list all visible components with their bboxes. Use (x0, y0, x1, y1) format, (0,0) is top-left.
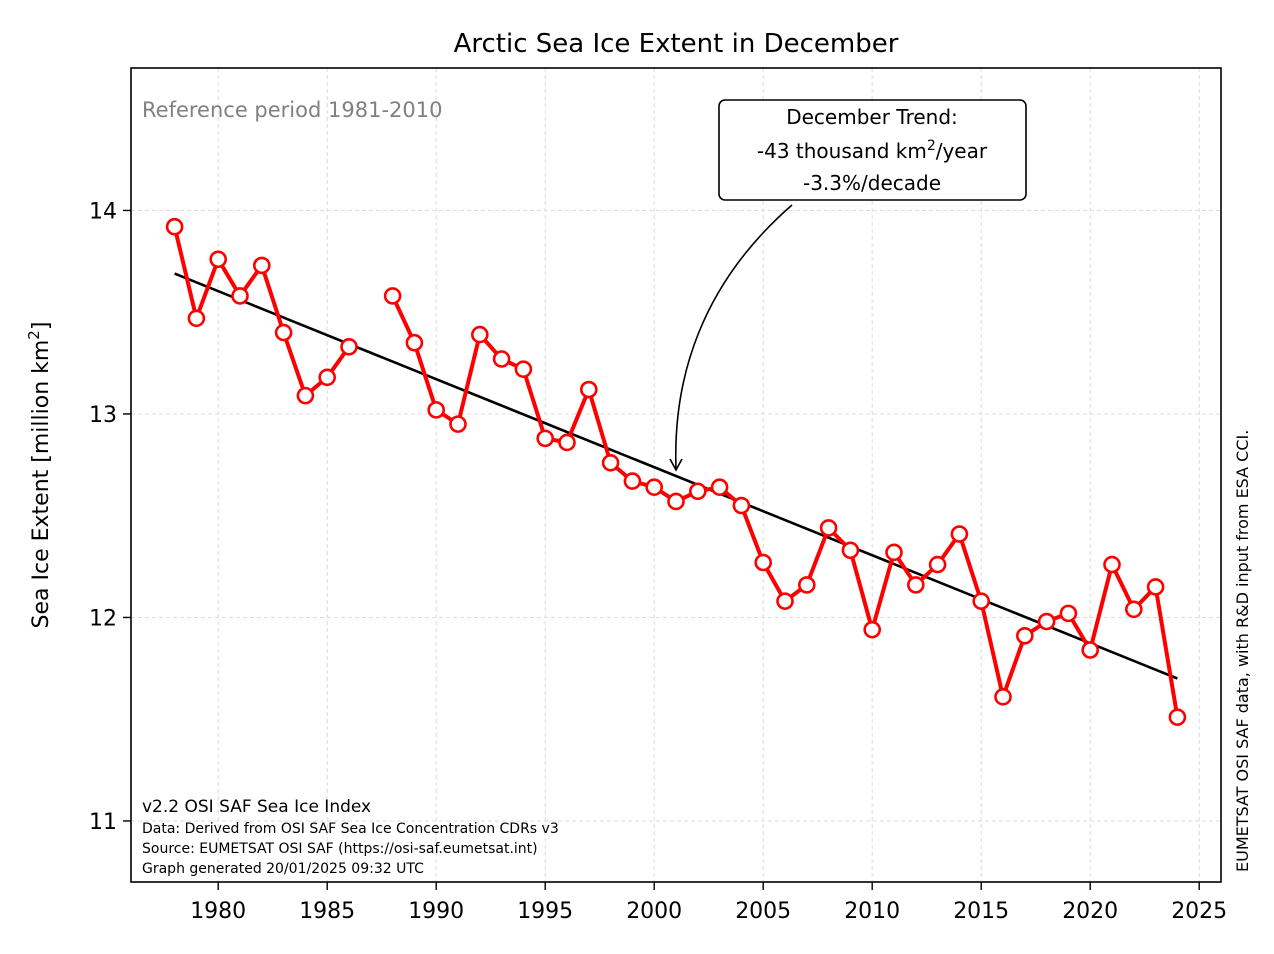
data-point (776, 592, 794, 610)
footer-line-3: Source: EUMETSAT OSI SAF (https://osi-sa… (142, 841, 538, 857)
data-point (252, 256, 271, 275)
y-axis-label-end: ] (29, 322, 54, 331)
y-axis-label: Sea Ice Extent [million km2] (25, 322, 54, 629)
x-axis-ticks: 1980 1985 1990 1995 2000 2005 2010 2015 2020 2025 (190, 882, 1227, 924)
data-point (209, 250, 227, 269)
footer-line-1: v2.2 OSI SAF Sea Ice Index (142, 797, 371, 817)
data-point (470, 325, 489, 344)
data-point (492, 350, 511, 368)
data-point (841, 541, 860, 560)
data-point (819, 519, 838, 537)
trend-line2-post: /year (936, 139, 988, 163)
data-point (623, 472, 642, 490)
data-point (383, 287, 402, 305)
data-point (1037, 612, 1056, 631)
side-note: EUMETSAT OSI SAF data, with R&D input fr… (1233, 430, 1252, 872)
x-tick-label: 2025 (1171, 899, 1227, 924)
x-tick-label: 2005 (735, 899, 791, 924)
data-point (928, 555, 947, 574)
data-point (187, 309, 206, 328)
y-tick-label: 12 (89, 606, 117, 631)
y-tick-label: 14 (89, 199, 117, 224)
data-point (1059, 604, 1078, 623)
x-tick-label: 1980 (190, 899, 246, 924)
data-point (797, 576, 816, 594)
x-tick-label: 2020 (1062, 899, 1118, 924)
data-point (710, 478, 729, 497)
data-point (340, 337, 358, 356)
data-point (296, 386, 315, 405)
data-point (688, 482, 707, 501)
data-point (1081, 641, 1099, 659)
data-point (449, 415, 467, 433)
trend-line-group (174, 272, 1178, 680)
x-tick-label: 1990 (408, 899, 464, 924)
trend-line (174, 272, 1178, 680)
footer-notes: v2.2 OSI SAF Sea Ice Index Data: Derived… (142, 797, 559, 877)
data-point (514, 360, 533, 378)
data-point (1146, 578, 1165, 596)
data-point (1103, 555, 1121, 574)
x-tick-label: 2015 (953, 899, 1009, 924)
grid-lines (131, 68, 1221, 882)
x-tick-label: 1995 (517, 899, 573, 924)
trend-box-line2: -43 thousand km2/year (757, 138, 988, 163)
data-point (579, 380, 598, 399)
data-point (754, 553, 773, 572)
x-tick-label: 2010 (844, 899, 900, 924)
data-point (645, 478, 664, 497)
data-point (863, 620, 882, 639)
data-point (601, 453, 620, 472)
data-point (950, 525, 969, 543)
data-point (427, 401, 446, 419)
data-point (318, 368, 337, 387)
data-point (1168, 708, 1187, 726)
data-point (732, 496, 751, 515)
trend-arrow (674, 204, 793, 469)
y-axis-label-main: Sea Ice Extent [million km (29, 340, 54, 629)
data-series (165, 217, 1187, 726)
trend-annotation: December Trend: -43 thousand km2/year -3… (669, 99, 1027, 472)
x-tick-label: 1985 (299, 899, 355, 924)
data-point (231, 287, 249, 305)
data-point (405, 333, 424, 352)
plot-frame (130, 67, 1222, 883)
data-point (667, 492, 685, 511)
data-point (906, 576, 925, 594)
trend-line2-pre: -43 thousand km (757, 139, 927, 163)
data-point (274, 323, 293, 342)
trend-box-line1: December Trend: (786, 105, 958, 129)
y-tick-label: 11 (89, 810, 117, 835)
y-tick-label: 13 (89, 403, 117, 428)
x-tick-label: 2000 (626, 899, 682, 924)
trend-line2-sup: 2 (927, 138, 936, 154)
y-axis-ticks: 11 12 13 14 (89, 199, 131, 835)
trend-box-line3: -3.3%/decade (803, 171, 941, 195)
data-point (558, 433, 576, 452)
data-point (165, 217, 184, 236)
y-axis-label-sup: 2 (25, 330, 43, 340)
data-point (972, 592, 991, 610)
reference-period-text: Reference period 1981-2010 (142, 98, 442, 122)
footer-line-4: Graph generated 20/01/2025 09:32 UTC (142, 861, 424, 877)
data-point (1125, 600, 1143, 619)
data-point (536, 429, 555, 448)
chart-title: Arctic Sea Ice Extent in December (454, 29, 899, 59)
data-point (885, 543, 903, 562)
data-point (1016, 626, 1034, 645)
trend-box (718, 99, 1027, 201)
data-point (994, 688, 1012, 706)
footer-line-2: Data: Derived from OSI SAF Sea Ice Conce… (142, 821, 559, 837)
arrow-head-icon (669, 458, 683, 472)
